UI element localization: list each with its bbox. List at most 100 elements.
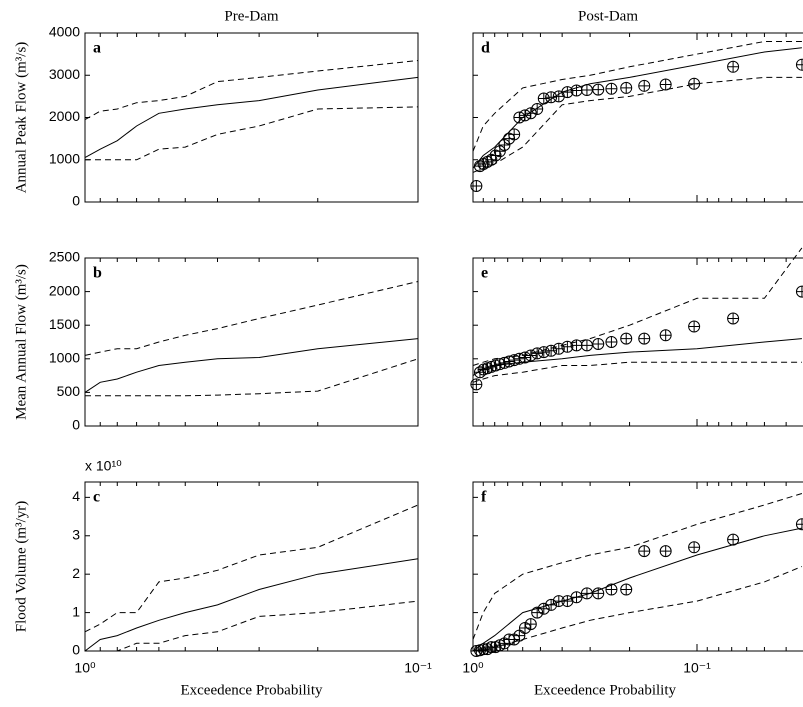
bound-line	[85, 106, 419, 161]
panel-frame	[84, 257, 419, 427]
observed-cross	[727, 534, 739, 546]
observed-cross	[592, 587, 604, 599]
observed-point	[531, 103, 544, 116]
observed-point	[473, 366, 486, 379]
observed-cross	[620, 333, 632, 345]
observed-cross	[581, 339, 593, 351]
y-tick-label: 1000	[49, 350, 80, 366]
y-tick-label: 3	[72, 526, 80, 542]
observed-cross	[660, 79, 672, 91]
observed-cross	[470, 180, 482, 192]
observed-cross	[688, 78, 700, 90]
bound-line	[472, 361, 802, 383]
panel-letter: a	[93, 40, 101, 57]
panel-frame	[472, 481, 803, 652]
x-tick-label: 10⁻¹	[683, 660, 711, 676]
y-tick-label: 2000	[49, 282, 80, 298]
observed-cross	[494, 639, 506, 651]
y-axis-label: Annual Peak Flow (m³/s)	[13, 42, 29, 194]
observed-point	[531, 347, 544, 360]
panel-frame	[84, 481, 419, 652]
observed-cross	[545, 345, 557, 357]
observed-cross	[531, 103, 543, 115]
observed-cross	[605, 584, 617, 596]
observed-point	[688, 320, 701, 333]
panel: f 10⁰ 10⁻¹ Exceedence Probability	[462, 481, 803, 698]
observed-cross	[490, 150, 502, 162]
y-tick-label: 3000	[49, 66, 80, 82]
observed-point	[605, 336, 618, 348]
observed-point	[524, 618, 537, 631]
y-tick-label: 2500	[49, 249, 80, 265]
observed-cross	[531, 607, 543, 619]
observed-cross	[545, 91, 557, 103]
median-line	[472, 47, 802, 169]
observed-point	[524, 349, 537, 362]
y-tick-label: 0	[72, 417, 80, 433]
observed-cross	[727, 312, 739, 324]
observed-point	[795, 58, 803, 71]
y-tick-label: 2000	[49, 108, 80, 124]
panel-frame	[84, 32, 419, 203]
observed-cross	[638, 545, 650, 557]
observed-point	[545, 344, 558, 357]
panel: a 0 1000 2000 3000 4000 Pre-Dam Annual Peak Flo…	[13, 8, 419, 209]
observed-point	[659, 329, 672, 342]
observed-point	[727, 60, 740, 73]
observed-cross	[538, 346, 550, 358]
panel-letter: b	[93, 265, 102, 282]
observed-point	[518, 109, 531, 122]
observed-cross	[592, 84, 604, 96]
observed-point	[473, 160, 486, 173]
observed-cross	[553, 90, 565, 102]
column-title: Post-Dam	[578, 8, 638, 24]
observed-cross	[727, 61, 739, 73]
panel: b 0 500 1000 1500 2000 2500 Mean Annual Flow (m…	[13, 249, 419, 433]
x-tick-label: 10⁰	[74, 660, 96, 676]
observed-cross	[561, 595, 573, 607]
observed-point	[688, 77, 701, 90]
observed-point	[580, 587, 593, 600]
y-tick-label: 1	[72, 603, 80, 619]
observed-point	[727, 533, 740, 546]
median-line	[84, 76, 419, 159]
panel-letter: e	[481, 265, 488, 282]
bound-line	[473, 566, 803, 652]
bound-line	[472, 41, 802, 152]
x-tick-label: 10⁻¹	[404, 660, 432, 676]
observed-cross	[688, 321, 700, 333]
observed-point	[580, 339, 593, 352]
observed-point	[513, 629, 526, 642]
observed-point	[659, 78, 672, 91]
observed-cross	[513, 630, 525, 642]
panel: c 0 1 2 3 4 10⁰ 10⁻¹ Flood Volume (m³/yr) x 10¹⁰ E…	[13, 458, 432, 699]
observed-point	[620, 332, 633, 345]
observed-point	[531, 606, 544, 619]
observed-point	[605, 82, 618, 95]
observed-cross	[571, 339, 583, 351]
observed-cross	[519, 351, 531, 363]
observed-point	[570, 339, 583, 352]
observed-cross	[581, 84, 593, 96]
observed-point	[580, 84, 593, 97]
observed-point	[489, 149, 502, 162]
y-tick-label: 0	[72, 642, 80, 658]
y-tick-label: 4	[72, 488, 80, 504]
observed-point	[620, 583, 633, 596]
bound-line	[85, 358, 419, 397]
y-tick-label: 4000	[49, 24, 80, 40]
median-line	[84, 558, 419, 652]
observed-cross	[660, 545, 672, 557]
observed-cross	[531, 347, 543, 359]
median-line	[84, 338, 419, 393]
observed-point	[620, 81, 633, 94]
observed-cross	[796, 59, 803, 71]
observed-cross	[571, 84, 583, 96]
y-tick-label: 500	[57, 383, 81, 399]
observed-cross	[525, 349, 537, 361]
observed-point	[605, 583, 618, 596]
observed-point	[561, 340, 574, 353]
bound-line	[472, 493, 803, 640]
observed-cross	[605, 336, 617, 348]
observed-point	[638, 79, 651, 92]
